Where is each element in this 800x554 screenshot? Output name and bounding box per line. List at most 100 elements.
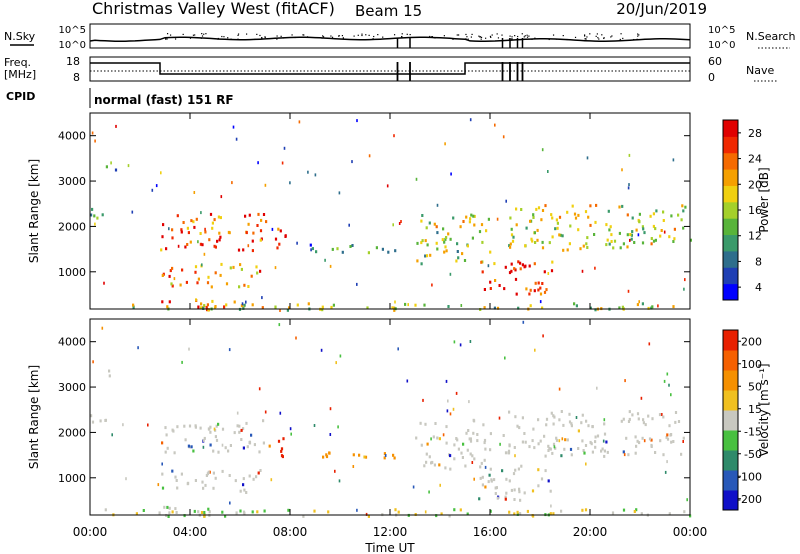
range-cell bbox=[554, 227, 557, 231]
range-cell bbox=[502, 434, 505, 437]
range-cell bbox=[393, 134, 395, 138]
nsky-dot bbox=[620, 33, 622, 35]
range-cell bbox=[672, 440, 675, 443]
range-cell bbox=[420, 241, 423, 245]
range-cell bbox=[176, 214, 179, 218]
range-cell bbox=[281, 161, 284, 165]
range-cell bbox=[338, 191, 341, 195]
range-cell bbox=[519, 498, 522, 502]
colorbar-swatch bbox=[723, 169, 738, 186]
range-cell bbox=[202, 445, 205, 449]
range-cell bbox=[393, 306, 396, 310]
range-cell bbox=[442, 433, 445, 437]
range-cell bbox=[550, 504, 552, 508]
nsky-dot bbox=[182, 33, 184, 36]
range-cell bbox=[628, 183, 630, 187]
range-cell bbox=[481, 475, 484, 479]
range-cell bbox=[472, 431, 475, 435]
range-cell bbox=[247, 222, 250, 226]
range-cell bbox=[558, 387, 561, 391]
range-cell bbox=[513, 498, 516, 501]
range-cell bbox=[666, 437, 670, 441]
range-cell bbox=[659, 234, 662, 238]
range-cell bbox=[259, 269, 262, 273]
nsky-dot bbox=[514, 35, 516, 37]
range-cell bbox=[515, 207, 518, 211]
range-cell bbox=[164, 450, 167, 454]
range-cell bbox=[560, 509, 563, 513]
range-cell bbox=[603, 422, 606, 426]
nsky-dot bbox=[501, 34, 503, 36]
range-cell bbox=[228, 348, 231, 352]
range-cell bbox=[544, 204, 547, 208]
range-cell bbox=[628, 410, 631, 414]
nsky-dot bbox=[611, 35, 613, 37]
range-cell bbox=[247, 244, 250, 248]
range-cell bbox=[622, 450, 625, 454]
range-cell bbox=[184, 438, 187, 442]
range-cell bbox=[313, 509, 316, 513]
range-cell bbox=[586, 156, 589, 160]
range-cell bbox=[480, 461, 483, 465]
range-cell bbox=[176, 486, 179, 490]
x-tick-label: 00:00 bbox=[73, 525, 108, 539]
range-cell bbox=[298, 120, 301, 124]
freq-tick-bottom-right: 0 bbox=[708, 71, 715, 84]
range-cell bbox=[636, 412, 640, 416]
nsky-dot bbox=[586, 36, 588, 38]
x-tick-label: 16:00 bbox=[473, 525, 508, 539]
range-cell bbox=[137, 346, 139, 350]
range-cell bbox=[552, 422, 555, 426]
range-cell bbox=[313, 424, 316, 427]
colorbar-swatch bbox=[723, 218, 738, 236]
range-cell bbox=[215, 424, 218, 428]
range-cell bbox=[256, 271, 259, 275]
range-cell bbox=[197, 305, 200, 309]
range-cell bbox=[309, 243, 312, 247]
range-cell bbox=[488, 473, 491, 477]
range-cell bbox=[689, 238, 692, 242]
colorbar-swatch bbox=[723, 490, 738, 511]
range-cell bbox=[489, 509, 492, 513]
range-cell bbox=[674, 420, 677, 424]
range-cell bbox=[170, 282, 173, 286]
range-cell bbox=[636, 439, 639, 443]
range-cell bbox=[348, 223, 350, 227]
nsky-dot bbox=[431, 36, 433, 38]
range-cell bbox=[552, 512, 555, 516]
range-cell bbox=[585, 419, 588, 423]
range-cell bbox=[605, 223, 608, 227]
range-cell bbox=[257, 161, 259, 165]
range-cell bbox=[594, 308, 597, 312]
range-cell bbox=[94, 139, 96, 143]
range-cell bbox=[528, 445, 531, 449]
range-cell bbox=[521, 263, 524, 267]
range-cell bbox=[590, 442, 593, 446]
range-cell bbox=[662, 415, 665, 419]
range-cell bbox=[462, 442, 465, 446]
range-cell bbox=[663, 379, 666, 383]
range-cell bbox=[473, 223, 476, 227]
range-cell bbox=[541, 306, 544, 310]
range-cell bbox=[515, 292, 518, 296]
range-cell bbox=[490, 479, 493, 483]
range-cell bbox=[478, 497, 481, 501]
range-cell bbox=[473, 214, 476, 218]
range-cell bbox=[428, 455, 431, 459]
range-cell bbox=[670, 440, 673, 444]
range-cell bbox=[489, 432, 492, 436]
range-cell bbox=[416, 241, 419, 245]
range-cell bbox=[276, 246, 279, 250]
range-cell bbox=[279, 309, 281, 312]
range-cell bbox=[315, 250, 318, 254]
range-cell bbox=[674, 411, 678, 414]
nsky-dot bbox=[523, 36, 525, 38]
range-cell bbox=[207, 275, 210, 279]
range-cell bbox=[589, 204, 592, 208]
range-cell bbox=[509, 242, 512, 246]
range-cell bbox=[547, 170, 549, 173]
range-cell bbox=[514, 277, 518, 281]
range-cell bbox=[517, 306, 520, 310]
nsky-dot bbox=[585, 38, 587, 40]
velocity-axes: 1000 2000 3000 4000 bbox=[58, 319, 691, 515]
